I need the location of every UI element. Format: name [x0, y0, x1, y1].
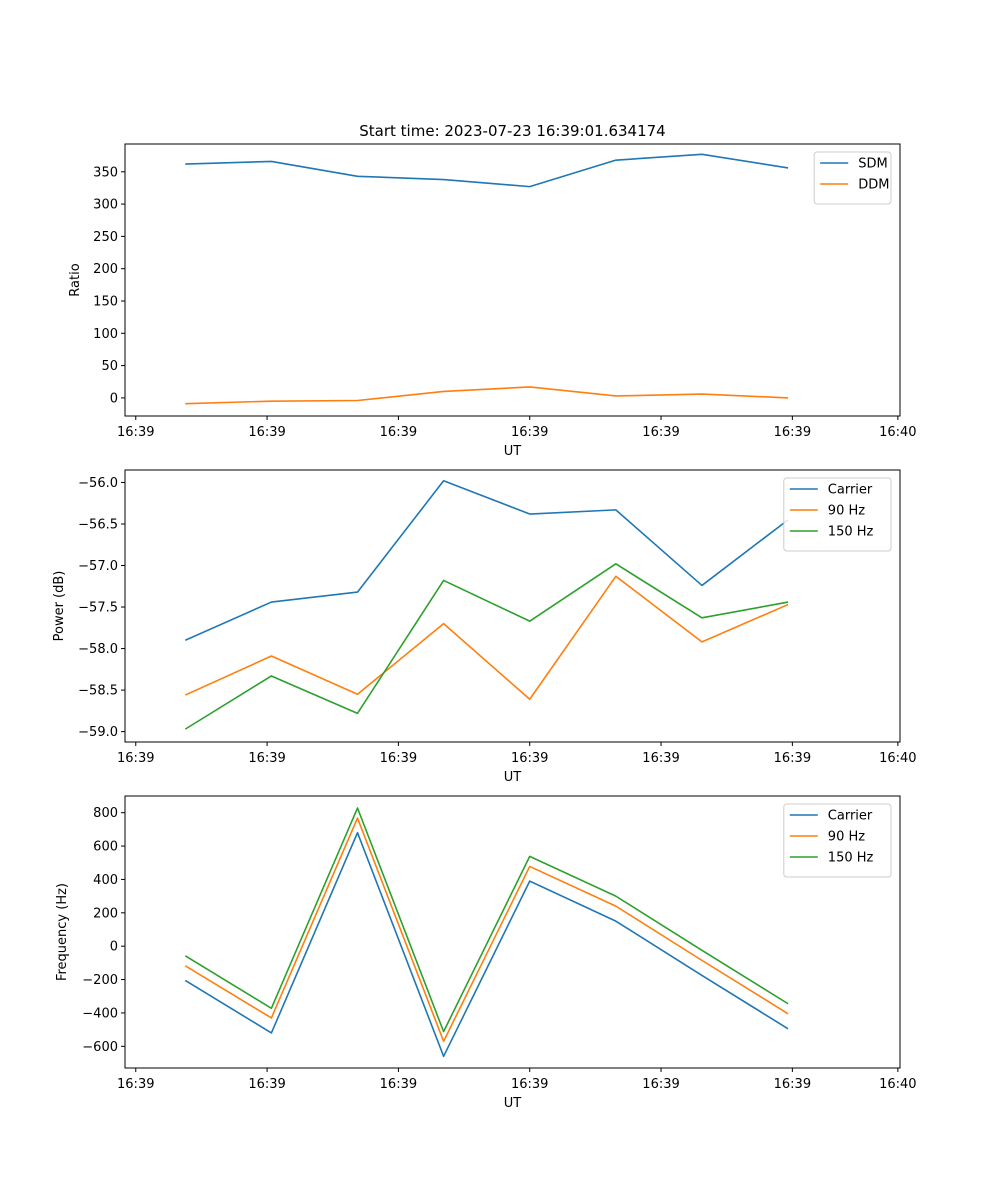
- y-tick-label: −58.5: [78, 684, 118, 699]
- y-tick-label: 150: [93, 294, 118, 309]
- legend-label: 90 Hz: [828, 504, 865, 519]
- y-tick-label: 350: [93, 165, 118, 180]
- plots: 16:39 16:39 16:39 16:39 16:39 16:39 16:40 0 50 10…: [52, 143, 917, 1111]
- x-tick-label: 16:40: [879, 751, 916, 766]
- y-tick-label: −56.0: [78, 476, 118, 491]
- x-tick-label: 16:39: [774, 751, 811, 766]
- y-tick-label: 200: [93, 262, 118, 277]
- axes-frame: [124, 795, 901, 1069]
- x-tick-label: 16:39: [642, 751, 679, 766]
- y-tick-label: −400: [82, 1006, 118, 1021]
- chart-3: 16:39 16:39 16:39 16:39 16:39 16:39 16:40 −600 −…: [55, 795, 917, 1111]
- axes-frame: [124, 143, 901, 417]
- y-tick-label: 300: [93, 198, 118, 213]
- legend-label: DDM: [858, 178, 889, 193]
- x-tick-label: 16:39: [117, 425, 154, 440]
- y-tick-label: 50: [101, 359, 118, 374]
- y-tick-label: 250: [93, 230, 118, 245]
- legend: SDM DDM: [813, 151, 892, 205]
- legend-label: 150 Hz: [828, 851, 874, 866]
- y-tick-label: 0: [110, 940, 118, 955]
- series-line-sdm: [185, 153, 789, 188]
- legend-label: Carrier: [828, 809, 873, 824]
- x-tick-label: 16:39: [380, 751, 417, 766]
- x-tick-label: 16:39: [642, 425, 679, 440]
- x-tick-label: 16:39: [380, 425, 417, 440]
- y-tick-label: 100: [93, 327, 118, 342]
- legend-box: [783, 803, 892, 878]
- y-tick-label: −57.0: [78, 559, 118, 574]
- y-tick-label: −600: [82, 1040, 118, 1055]
- chart-2: 16:39 16:39 16:39 16:39 16:39 16:39 16:40 −59.0…: [52, 469, 917, 785]
- legend-label: 90 Hz: [828, 830, 865, 845]
- legend-label: SDM: [858, 157, 887, 172]
- y-axis-label: Power (dB): [52, 571, 67, 642]
- series-line-90-hz: [184, 817, 789, 1043]
- x-tick-label: 16:39: [511, 1077, 548, 1092]
- legend: Carrier 90 Hz 150 Hz: [783, 803, 892, 878]
- series-line-150-hz: [184, 807, 789, 1033]
- y-tick-label: −200: [82, 973, 118, 988]
- y-tick-label: −57.5: [78, 601, 118, 616]
- x-tick-label: 16:39: [117, 751, 154, 766]
- y-tick-label: −59.0: [78, 725, 118, 740]
- legend-box: [783, 477, 892, 552]
- legend-label: 150 Hz: [828, 525, 874, 540]
- y-tick-label: 400: [93, 873, 118, 888]
- legend-label: Carrier: [828, 483, 873, 498]
- y-tick-label: 800: [93, 806, 118, 821]
- x-axis-label: UT: [504, 444, 522, 459]
- y-tick-label: −56.5: [78, 517, 118, 532]
- y-tick-label: −58.0: [78, 642, 118, 657]
- x-axis-label: UT: [504, 1096, 522, 1111]
- series-line-150-hz: [184, 563, 789, 730]
- y-axis-label: Frequency (Hz): [55, 883, 70, 981]
- x-tick-label: 16:39: [511, 425, 548, 440]
- series-line-carrier: [184, 831, 789, 1058]
- chart-1: 16:39 16:39 16:39 16:39 16:39 16:39 16:40 0 50 10…: [68, 143, 917, 459]
- x-tick-label: 16:39: [380, 1077, 417, 1092]
- y-tick-label: 0: [110, 391, 118, 406]
- legend-box: [813, 151, 892, 205]
- x-tick-label: 16:39: [248, 425, 285, 440]
- x-tick-label: 16:40: [879, 1077, 916, 1092]
- x-tick-label: 16:39: [774, 425, 811, 440]
- x-tick-label: 16:39: [248, 751, 285, 766]
- x-tick-label: 16:39: [774, 1077, 811, 1092]
- y-tick-label: 600: [93, 840, 118, 855]
- x-axis-label: UT: [504, 770, 522, 785]
- y-axis-label: Ratio: [68, 263, 83, 296]
- y-tick-label: 200: [93, 906, 118, 921]
- series-line-ddm: [185, 386, 789, 405]
- x-tick-label: 16:39: [511, 751, 548, 766]
- series-line-carrier: [184, 479, 789, 641]
- figure-title: Start time: 2023-07-23 16:39:01.634174: [359, 122, 665, 140]
- legend: Carrier 90 Hz 150 Hz: [783, 477, 892, 552]
- series-line-90-hz: [184, 575, 789, 701]
- x-tick-label: 16:39: [248, 1077, 285, 1092]
- x-tick-label: 16:40: [879, 425, 916, 440]
- x-tick-label: 16:39: [642, 1077, 679, 1092]
- x-tick-label: 16:39: [117, 1077, 154, 1092]
- axes-frame: [124, 469, 901, 743]
